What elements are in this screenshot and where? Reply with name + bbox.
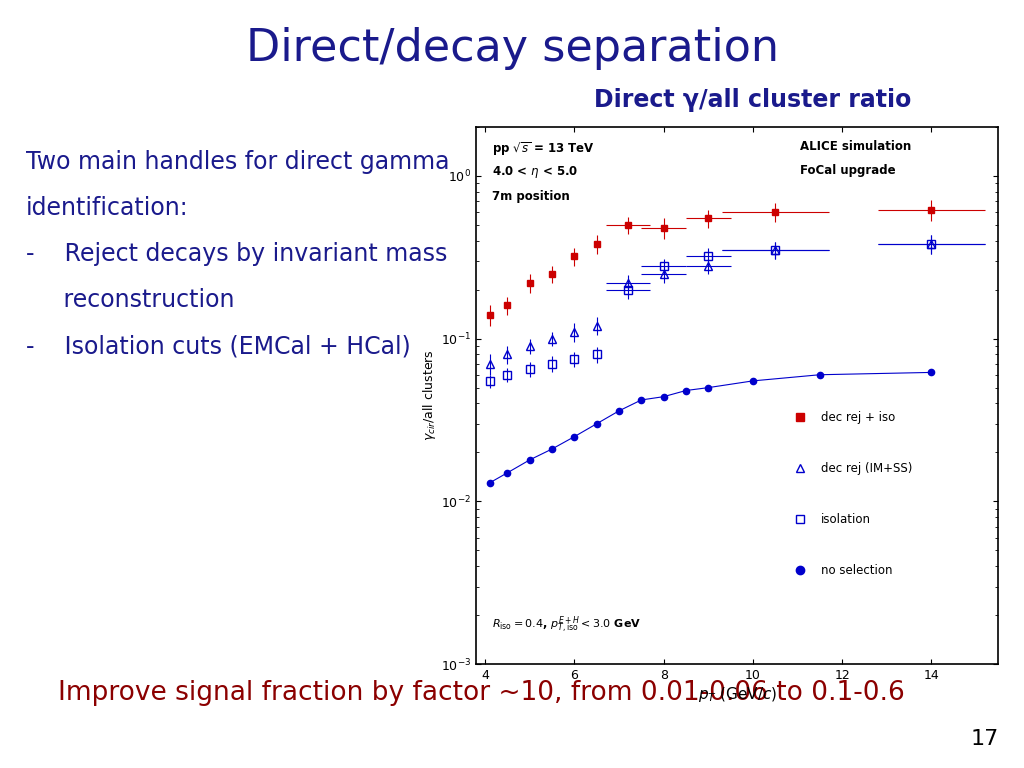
Text: dec rej (IM+SS): dec rej (IM+SS) xyxy=(821,462,912,475)
Text: no selection: no selection xyxy=(821,564,892,577)
Y-axis label: $\gamma_{cir}$/all clusters: $\gamma_{cir}$/all clusters xyxy=(421,349,438,442)
Text: 7m position: 7m position xyxy=(492,190,569,203)
Text: reconstruction: reconstruction xyxy=(26,288,234,312)
Text: -    Reject decays by invariant mass: - Reject decays by invariant mass xyxy=(26,242,446,266)
Text: isolation: isolation xyxy=(821,513,870,525)
Text: Direct γ/all cluster ratio: Direct γ/all cluster ratio xyxy=(594,88,911,112)
Text: identification:: identification: xyxy=(26,196,188,220)
Text: Improve signal fraction by factor ~10, from 0.01-0.06 to 0.1-0.6: Improve signal fraction by factor ~10, f… xyxy=(58,680,904,706)
Text: ALICE simulation: ALICE simulation xyxy=(800,141,911,153)
Text: Direct/decay separation: Direct/decay separation xyxy=(246,27,778,70)
Text: FoCal upgrade: FoCal upgrade xyxy=(800,164,896,177)
Text: dec rej + iso: dec rej + iso xyxy=(821,411,895,423)
Text: $R_{\mathrm{iso}}=0.4$, $p_{T,\mathrm{iso}}^{E+H} < 3.0$ GeV: $R_{\mathrm{iso}}=0.4$, $p_{T,\mathrm{is… xyxy=(492,614,641,634)
Text: Two main handles for direct gamma: Two main handles for direct gamma xyxy=(26,150,450,174)
Text: pp $\sqrt{s}$ = 13 TeV: pp $\sqrt{s}$ = 13 TeV xyxy=(492,141,595,158)
Text: 4.0 < $\eta$ < 5.0: 4.0 < $\eta$ < 5.0 xyxy=(492,164,579,180)
Text: -    Isolation cuts (EMCal + HCal): - Isolation cuts (EMCal + HCal) xyxy=(26,334,411,358)
Text: 17: 17 xyxy=(970,729,998,749)
X-axis label: $p_T$ (GeV/$c$): $p_T$ (GeV/$c$) xyxy=(697,685,777,704)
